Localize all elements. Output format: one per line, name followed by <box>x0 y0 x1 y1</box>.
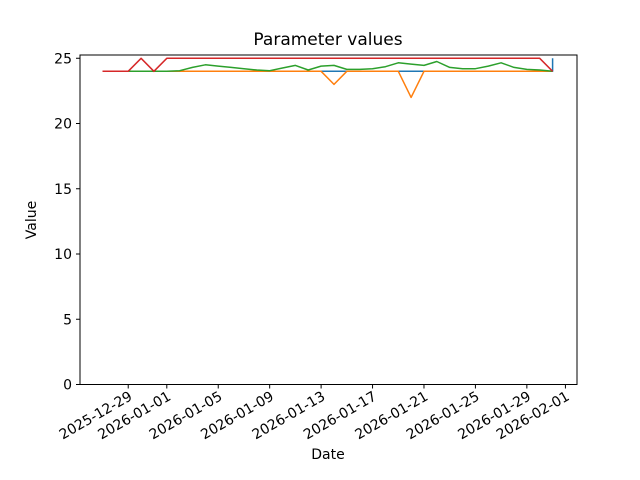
line-blue-line <box>102 58 554 73</box>
axes-frame <box>79 54 578 385</box>
x-axis-label: Date <box>311 447 344 463</box>
axes-layer: 05101520252025-12-292026-01-012026-01-05… <box>54 51 578 443</box>
line-green-line <box>102 60 553 73</box>
y-tick-label: 5 <box>63 312 72 328</box>
y-tick-label: 25 <box>54 51 72 67</box>
y-tick-label: 20 <box>54 117 72 133</box>
chart-title: Parameter values <box>253 30 402 50</box>
line-orange-line <box>102 70 553 99</box>
y-tick-label: 0 <box>63 378 72 394</box>
series-layer <box>102 57 554 99</box>
y-tick-label: 10 <box>54 247 72 263</box>
y-axis-label: Value <box>24 201 40 239</box>
y-tick-label: 15 <box>54 182 72 198</box>
line-red-line <box>102 57 554 73</box>
